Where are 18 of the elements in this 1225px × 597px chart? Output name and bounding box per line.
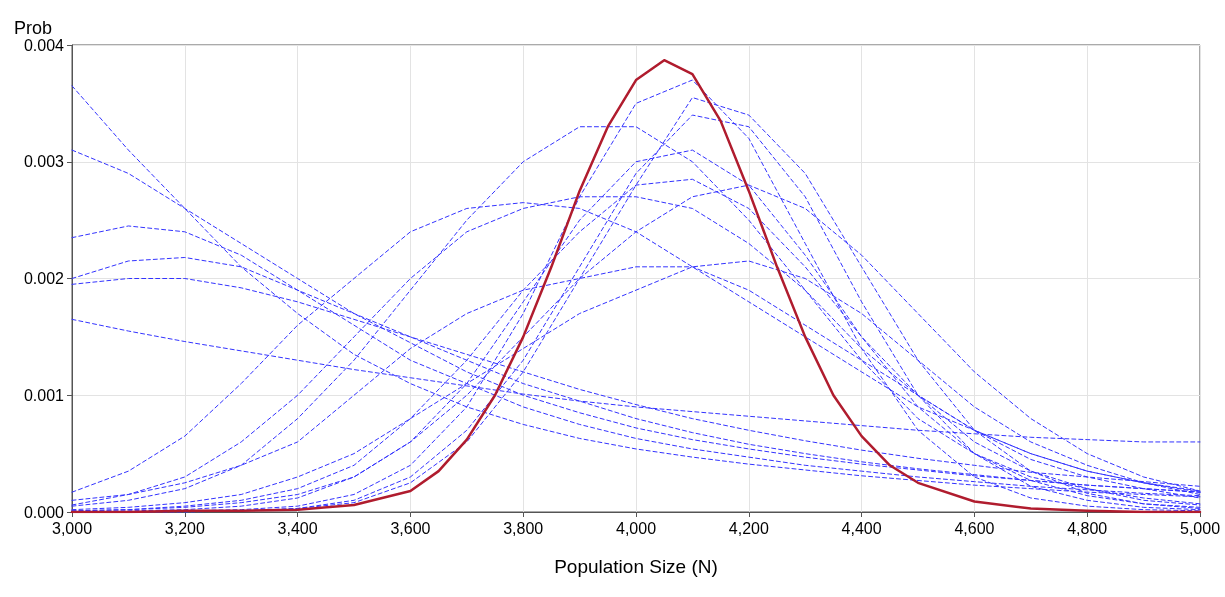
x-tick-label: 3,200 [164, 519, 205, 537]
x-axis-title: Population Size (N) [554, 556, 718, 577]
x-tick-label: 4,600 [954, 519, 995, 537]
x-tick-label: 3,800 [503, 519, 544, 537]
y-tick-label: 0.003 [23, 153, 65, 171]
x-tick-label: 4,200 [728, 519, 769, 537]
y-axis-title: Prob [13, 18, 52, 38]
x-tick-label: 3,400 [277, 519, 318, 537]
y-tick-label: 0.004 [23, 36, 65, 54]
x-tick-label: 3,000 [51, 519, 93, 537]
x-tick-label: 4,800 [1067, 519, 1108, 537]
x-tick-label: 4,000 [615, 519, 657, 537]
x-tick-label: 3,600 [390, 519, 431, 537]
x-tick-label: 5,000 [1179, 519, 1221, 537]
y-tick-label: 0.000 [23, 503, 65, 521]
y-tick-label: 0.001 [23, 386, 65, 404]
x-tick-label: 4,400 [841, 519, 882, 537]
y-tick-label: 0.002 [23, 270, 65, 287]
